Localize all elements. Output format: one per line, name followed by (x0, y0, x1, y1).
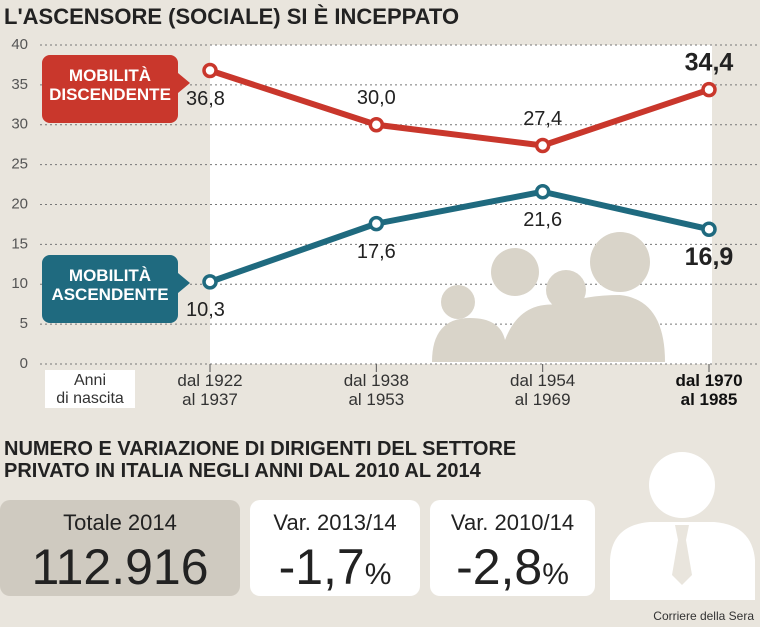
y-tick-label: 25 (11, 156, 28, 173)
stat-value: -1,7% (250, 542, 420, 592)
data-point (202, 274, 218, 290)
x-tick-label: dal 1970 al 1985 (675, 371, 743, 409)
value-label: 10,3 (186, 299, 225, 321)
y-tick-label: 15 (11, 235, 28, 252)
stat-label: Totale 2014 (63, 510, 177, 535)
value-label: 30,0 (357, 87, 396, 109)
x-tick-label: dal 1938 al 1953 (343, 371, 409, 409)
stat-unit: % (542, 558, 569, 591)
people-icon (432, 232, 665, 362)
stat-box: Totale 2014 112.916 (0, 500, 240, 596)
data-point (368, 215, 385, 232)
y-tick-label: 0 (20, 355, 28, 372)
data-point (701, 221, 717, 237)
data-point (534, 137, 551, 154)
stats-title: NUMERO E VARIAZIONE DI DIRIGENTI DEL SET… (4, 438, 517, 482)
legend-label: MOBILITÀ ASCENDENTE (51, 266, 169, 304)
stat-box-bg (430, 500, 595, 596)
value-label: 16,9 (685, 243, 734, 271)
y-tick-label: 30 (11, 116, 28, 133)
stat-unit: % (364, 558, 392, 591)
stat-value: 112.916 (31, 539, 209, 595)
stat-box: Var. 2013/14 -1,7% (250, 500, 420, 596)
y-tick-label: 35 (11, 76, 28, 93)
value-label: 17,6 (357, 241, 396, 263)
stat-label: Var. 2010/14 (450, 510, 575, 535)
data-point (202, 62, 218, 79)
series-line (209, 67, 710, 149)
y-tick-label: 40 (11, 36, 28, 53)
stat-label: Var. 2013/14 (273, 510, 397, 535)
series-callout (42, 55, 190, 123)
source: Corriere della Sera (653, 609, 754, 623)
x-axis-label: Anni di nascita (56, 372, 124, 407)
data-point (534, 183, 551, 200)
x-label-box (45, 370, 135, 408)
y-tick-label: 20 (11, 195, 28, 212)
y-tick-label: 5 (20, 315, 28, 332)
stat-box-bg (250, 500, 420, 596)
chart-title: L'ASCENSORE (SOCIALE) SI È INCEPPATO (4, 4, 459, 29)
x-tick-label: dal 1922 al 1937 (177, 371, 243, 409)
stat-number: -2,8 (456, 539, 543, 595)
series-line (209, 188, 710, 285)
data-point (701, 81, 717, 98)
data-point (368, 117, 385, 133)
value-label: 21,6 (523, 209, 562, 231)
stat-box-bg (0, 500, 240, 596)
series-callout (42, 255, 190, 323)
stat-box: Var. 2010/14 -2,8% (430, 500, 595, 596)
value-label: 36,8 (186, 88, 225, 110)
y-tick-label: 10 (11, 275, 28, 292)
legend-label: MOBILITÀ DISCENDENTE (49, 66, 171, 104)
stat-value: -2,8% (430, 542, 595, 592)
value-label: 27,4 (523, 108, 562, 130)
stat-number: -1,7 (278, 539, 365, 595)
person-icon (610, 452, 755, 600)
x-tick-label: dal 1954 al 1969 (510, 371, 576, 409)
value-label: 34,4 (685, 48, 734, 76)
